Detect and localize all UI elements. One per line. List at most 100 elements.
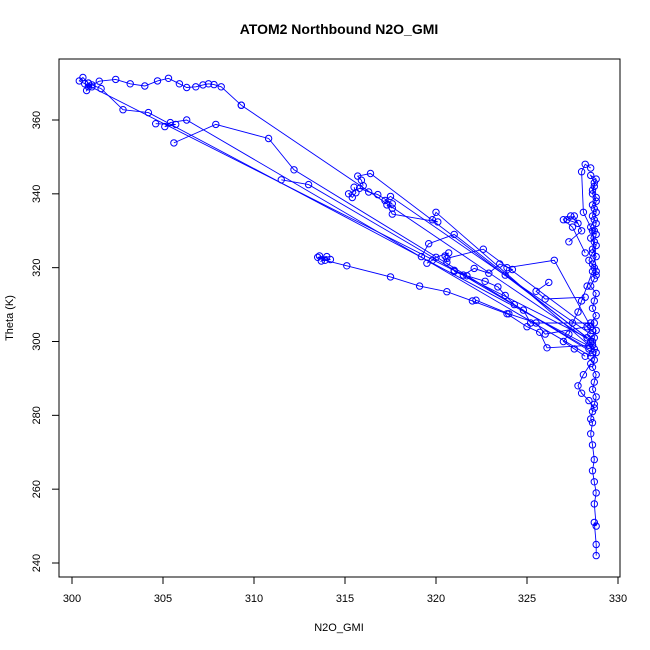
data-point xyxy=(592,551,600,560)
data-point xyxy=(508,265,517,274)
data-point xyxy=(383,201,391,209)
y-tick-label: 260 xyxy=(31,480,43,498)
series-line xyxy=(317,255,593,349)
data-point xyxy=(468,297,477,305)
data-point xyxy=(568,223,577,231)
x-tick-label: 315 xyxy=(336,593,354,605)
series-layer xyxy=(75,73,600,560)
data-point xyxy=(415,282,424,290)
data-point xyxy=(503,310,511,318)
x-axis: 300 305 310 315 320 325 330 xyxy=(63,576,627,605)
series-line xyxy=(155,119,591,357)
data-point xyxy=(592,208,600,217)
data-point xyxy=(501,271,509,279)
y-tick-label: 340 xyxy=(31,185,43,203)
data-point xyxy=(588,190,597,198)
data-point xyxy=(592,393,600,401)
data-point xyxy=(496,260,504,268)
data-point xyxy=(585,256,593,264)
y-tick-label: 240 xyxy=(31,554,43,572)
data-point xyxy=(386,192,395,201)
data-point xyxy=(590,182,598,191)
data-point xyxy=(559,337,568,346)
data-point xyxy=(425,240,433,248)
data-point xyxy=(583,323,591,331)
x-tick-label: 300 xyxy=(63,593,81,605)
data-point xyxy=(587,359,595,368)
series-line xyxy=(577,363,595,409)
data-point xyxy=(590,500,598,508)
data-point xyxy=(590,179,598,187)
data-point xyxy=(304,180,313,189)
data-point xyxy=(417,252,426,261)
data-point xyxy=(388,204,396,212)
data-point xyxy=(212,120,220,129)
data-point xyxy=(592,312,600,320)
data-point xyxy=(590,518,598,527)
data-point xyxy=(588,326,597,335)
data-point xyxy=(592,252,600,261)
data-point xyxy=(161,122,169,131)
data-point xyxy=(366,169,375,178)
data-point xyxy=(590,378,598,386)
y-tick-label: 360 xyxy=(31,111,43,129)
data-point xyxy=(590,297,598,305)
data-point xyxy=(590,345,598,353)
series-line xyxy=(535,282,586,300)
data-point xyxy=(153,77,162,85)
data-point xyxy=(581,293,589,301)
data-point xyxy=(592,489,600,497)
data-point xyxy=(545,278,553,287)
data-point xyxy=(348,193,356,202)
data-point xyxy=(588,249,597,257)
x-axis-label: N2O_GMI xyxy=(314,622,364,634)
data-point xyxy=(175,80,184,88)
series-line xyxy=(88,77,242,106)
data-point xyxy=(210,80,218,89)
chart-title: ATOM2 Northbound N2O_GMI xyxy=(240,21,439,37)
data-point xyxy=(317,257,325,265)
data-point xyxy=(587,164,595,172)
data-point xyxy=(592,241,600,250)
data-point xyxy=(590,404,598,412)
data-point xyxy=(543,344,551,352)
data-point xyxy=(587,430,595,438)
data-point xyxy=(592,326,600,335)
series-line xyxy=(454,269,595,324)
x-tick-label: 325 xyxy=(518,593,536,605)
data-point xyxy=(592,371,600,379)
data-point xyxy=(592,267,600,276)
data-point xyxy=(503,264,511,272)
data-point xyxy=(432,208,440,217)
data-point xyxy=(112,75,120,84)
data-point xyxy=(450,230,458,239)
data-point xyxy=(84,83,93,91)
data-point xyxy=(472,296,480,304)
data-point xyxy=(565,238,573,246)
data-point xyxy=(82,86,91,95)
data-point xyxy=(550,256,558,264)
data-point xyxy=(588,304,597,312)
y-tick-label: 300 xyxy=(31,332,43,350)
series-line xyxy=(85,82,595,350)
data-point xyxy=(590,478,598,486)
data-point xyxy=(588,467,597,475)
data-point xyxy=(588,267,597,276)
data-point xyxy=(172,120,180,129)
data-point xyxy=(588,245,597,253)
data-point xyxy=(344,190,353,198)
data-point xyxy=(183,83,191,92)
data-point xyxy=(592,175,600,183)
data-point xyxy=(264,134,273,143)
data-point xyxy=(588,212,597,220)
data-point xyxy=(581,160,589,169)
data-point xyxy=(95,77,104,85)
data-point xyxy=(479,245,487,253)
series-line xyxy=(386,204,590,346)
x-tick-label: 320 xyxy=(427,593,445,605)
data-point xyxy=(481,277,489,285)
data-point xyxy=(587,171,595,180)
series-line xyxy=(173,123,593,353)
data-point xyxy=(119,106,127,114)
